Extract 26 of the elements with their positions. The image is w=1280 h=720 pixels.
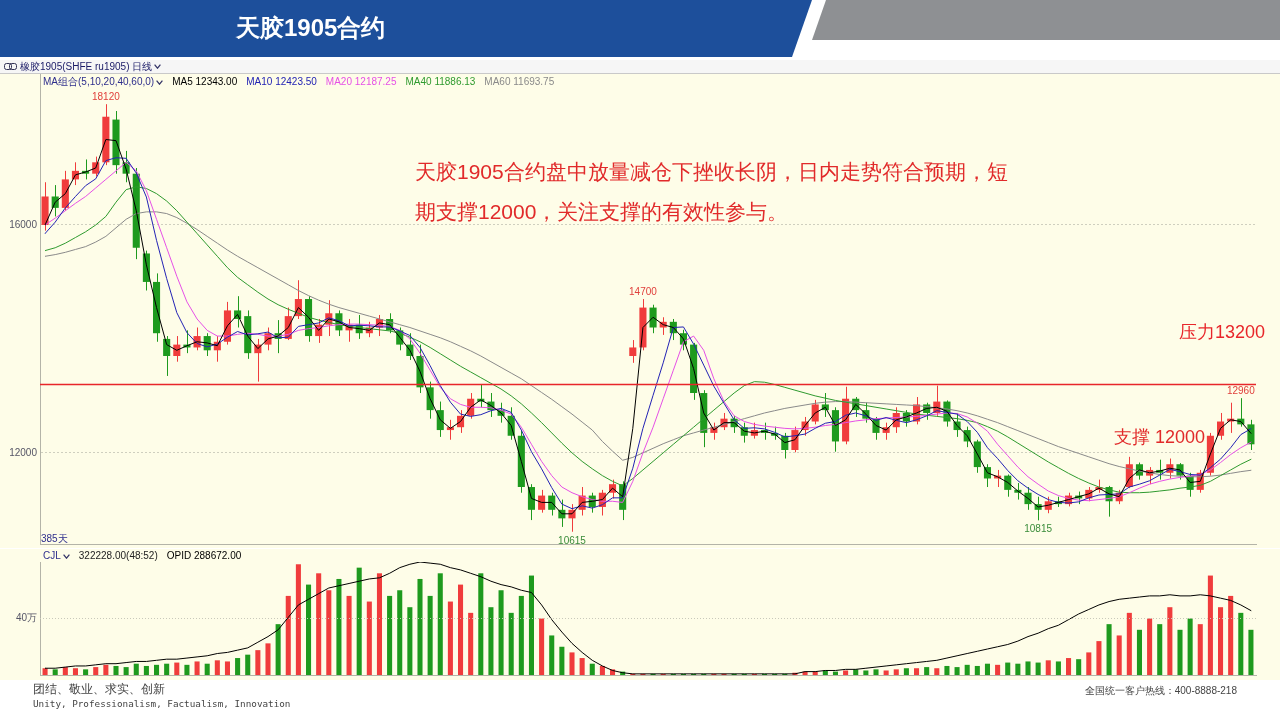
text: 全国统一客户热线：400-8888-218 [1084, 685, 1237, 697]
annotation: MA组合(5,10,20,40,60,0) [43, 76, 155, 88]
annotation: 天胶1905合约盘中放量减仓下挫收长阴，日内走势符合预期，短期支撑12000，关注支撑的有效性参与。 [415, 159, 1009, 225]
text: MA60 11693.75 [484, 76, 555, 88]
text: MA10 12423.50 [246, 76, 317, 88]
annotation: 10815 [1024, 523, 1053, 535]
ref-line-label: 压力13200 [1178, 322, 1265, 343]
y-tick-label: 12000 [9, 446, 38, 458]
text: MA5 12343.00 [172, 76, 238, 88]
text: OPID 288672.00 [166, 550, 242, 562]
text: MA40 11886.13 [405, 76, 476, 88]
annotation: 18120 [91, 91, 121, 103]
chart-subtitle: 橡胶1905(SHFE ru1905) 日线 [20, 60, 153, 73]
chart-title: 天胶1905合约 [236, 13, 386, 43]
annotation: 385天 [41, 533, 68, 544]
text: Unity, Professionalism, Factualism, Innovation [33, 698, 291, 709]
text: 322228.00(48:52) [78, 550, 158, 562]
text: MA20 12187.25 [325, 76, 397, 88]
text: 团结、敬业、求实、创新 [33, 683, 165, 696]
chart-title: CJL [43, 550, 61, 562]
annotation: 10615 [558, 534, 587, 546]
y-tick-label: 16000 [9, 218, 38, 230]
annotation: 12960 [1226, 385, 1256, 397]
ref-line-label: 40万 [15, 612, 37, 624]
annotation: 14700 [629, 286, 658, 298]
annotation: 支撑 12000 [1113, 427, 1205, 448]
